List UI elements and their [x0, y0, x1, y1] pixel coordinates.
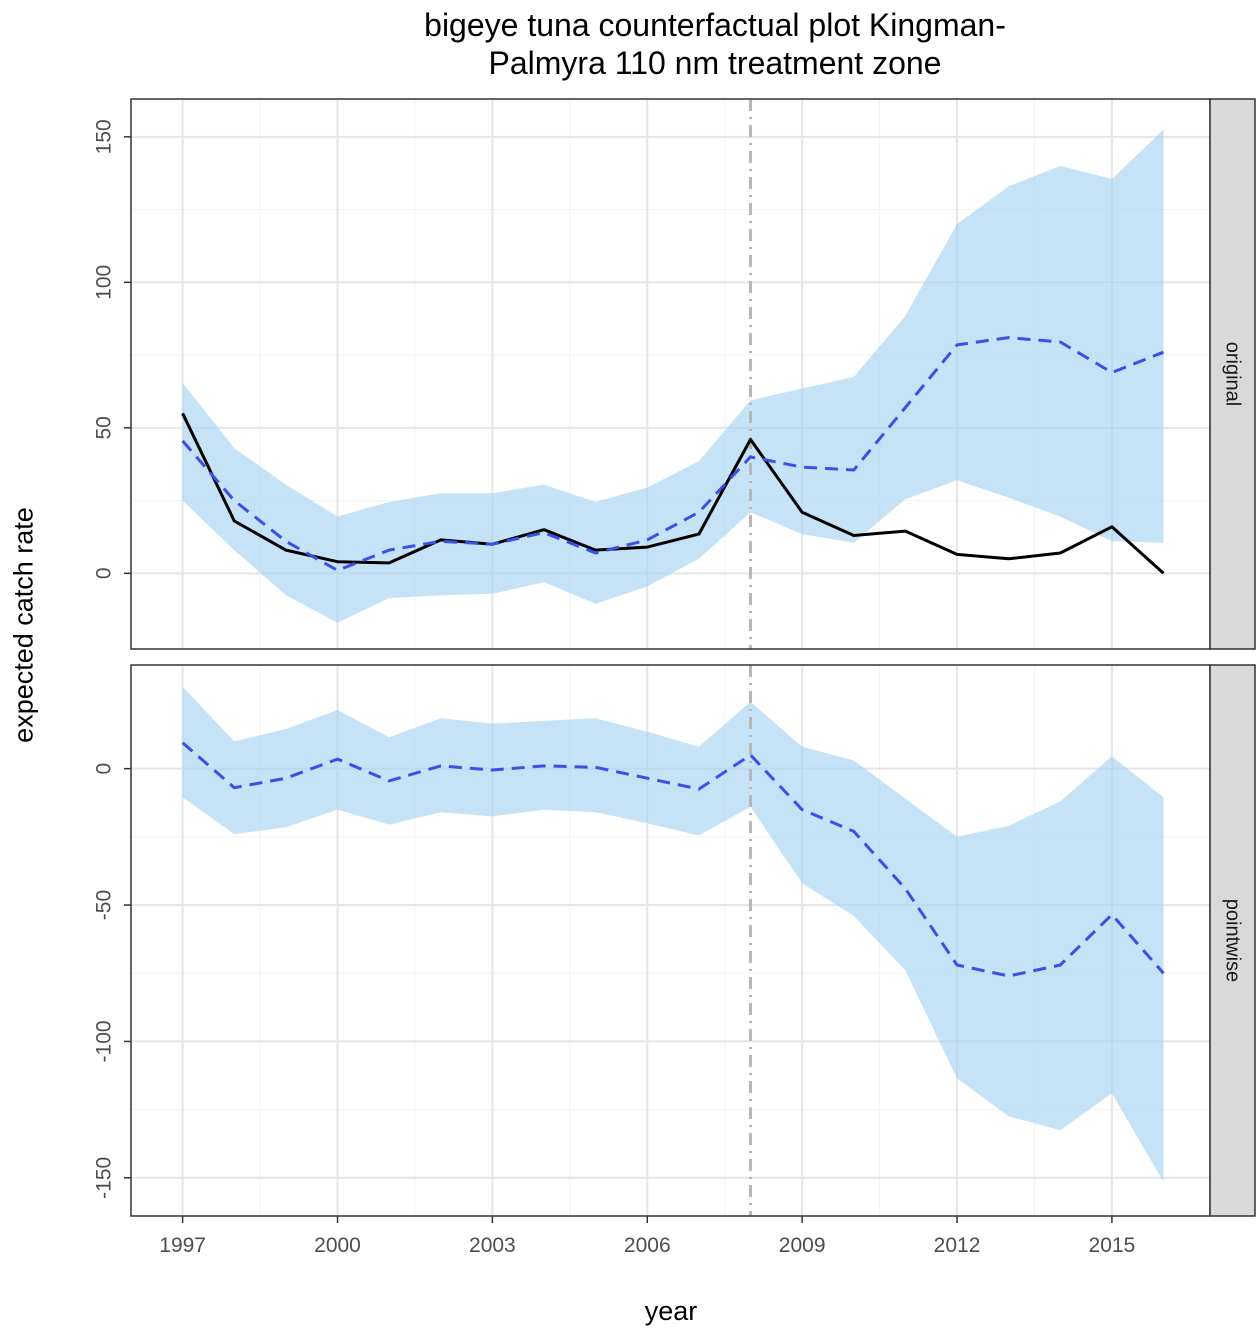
x-tick-label-2003: 2003: [469, 1234, 516, 1257]
y-tick-label-150: 150: [93, 119, 116, 154]
x-tick-label-2009: 2009: [779, 1234, 826, 1257]
pointwise-strip: [1209, 664, 1256, 1217]
chart-title-line-1: bigeye tuna counterfactual plot Kingman-: [424, 7, 1006, 43]
pointwise-confidence-band: [182, 686, 1164, 1182]
original-strip: [1209, 98, 1256, 650]
x-tick-label-1997: 1997: [159, 1234, 206, 1257]
y-tick-label-50: 50: [93, 416, 116, 439]
y-tick-label-0: 0: [93, 567, 116, 579]
x-axis-label: year: [644, 1296, 698, 1326]
y-tick-label--50: -50: [93, 890, 116, 920]
x-tick-label-2012: 2012: [934, 1234, 981, 1257]
x-tick-label-2000: 2000: [314, 1234, 361, 1257]
chart-title-line-2: Palmyra 110 nm treatment zone: [488, 45, 942, 81]
y-tick-label-0: 0: [93, 763, 116, 775]
x-tick-label-2015: 2015: [1089, 1234, 1136, 1257]
original-confidence-band: [182, 129, 1164, 623]
pointwise-strip-label: pointwise: [1222, 899, 1244, 982]
y-tick-label-100: 100: [93, 265, 116, 300]
original-predicted-line: [181, 336, 1165, 572]
x-tick-label-2006: 2006: [624, 1234, 671, 1257]
y-tick-label--100: -100: [93, 1020, 116, 1062]
pointwise-predicted-line: [181, 741, 1165, 978]
original-observed-line: [181, 412, 1165, 575]
original-strip-label: original: [1222, 342, 1244, 406]
y-tick-label--150: -150: [93, 1157, 116, 1199]
